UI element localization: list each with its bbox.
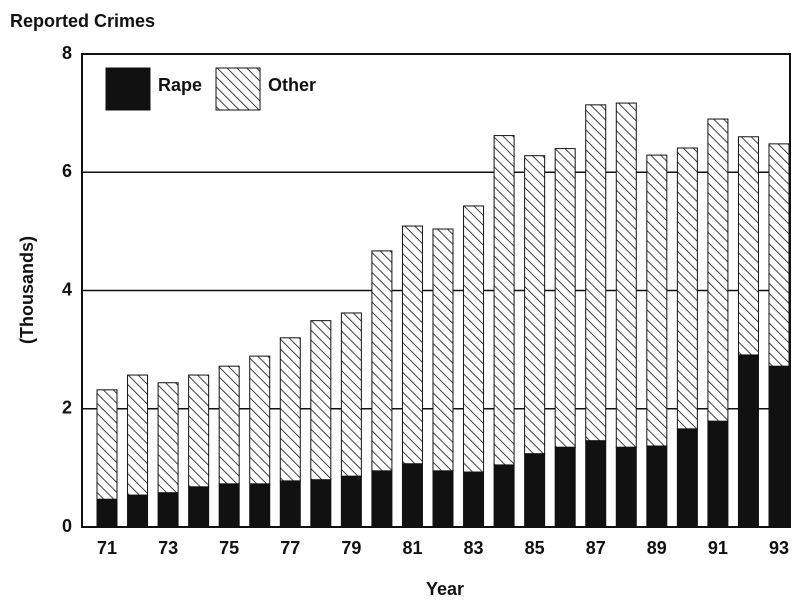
x-tick-label: 73 — [158, 538, 178, 558]
bar-segment — [401, 225, 423, 465]
y-tick-label: 6 — [62, 161, 72, 181]
bar-segment — [249, 483, 271, 528]
bar-segment — [188, 486, 210, 528]
bar-segment — [188, 374, 210, 488]
bar-segment — [737, 136, 759, 356]
bar-segment — [279, 337, 301, 482]
bar-segment — [585, 440, 607, 528]
bar-segment — [127, 374, 149, 496]
bar-segment — [554, 446, 576, 528]
bar-segment — [157, 492, 179, 528]
bar-segment — [279, 480, 301, 528]
bar-segment — [463, 471, 485, 528]
y-tick-label: 0 — [62, 516, 72, 536]
y-tick-label: 2 — [62, 398, 72, 418]
x-axis-label: Year — [426, 579, 464, 599]
x-tick-label: 71 — [97, 538, 117, 558]
bar-segment — [340, 312, 362, 477]
plot-frame — [81, 53, 791, 528]
legend-swatch — [105, 67, 151, 111]
bar-segment — [585, 104, 607, 442]
bar-segment — [493, 135, 515, 466]
bar-segment — [524, 155, 546, 455]
x-tick-label: 79 — [341, 538, 361, 558]
x-tick-label: 91 — [708, 538, 728, 558]
bar-segment — [768, 365, 790, 528]
bar-segment — [310, 479, 332, 528]
bar-segment — [249, 355, 271, 485]
bar-segment — [96, 498, 118, 528]
x-tick-label: 83 — [464, 538, 484, 558]
x-tick-label: 75 — [219, 538, 239, 558]
bar-segment — [707, 420, 729, 528]
chart-title: Reported Crimes — [10, 11, 155, 31]
bar-segment — [96, 389, 118, 500]
x-tick-label: 93 — [769, 538, 789, 558]
y-axis-label: (Thousands) — [17, 236, 37, 344]
bar-segment — [463, 205, 485, 473]
bar-segment — [554, 148, 576, 448]
bar-segment — [676, 147, 698, 430]
bar-segment — [737, 354, 759, 528]
bar-segment — [432, 228, 454, 472]
bar-segment — [127, 494, 149, 528]
bar-segment — [646, 154, 668, 447]
x-tick-label: 89 — [647, 538, 667, 558]
bar-segment — [615, 446, 637, 528]
x-tick-label: 85 — [525, 538, 545, 558]
bar-segment — [157, 382, 179, 494]
bar-segment — [218, 483, 240, 528]
bar-segment — [371, 470, 393, 528]
y-tick-label: 4 — [62, 279, 72, 299]
bar-segment — [768, 143, 790, 367]
bar-segment — [401, 463, 423, 528]
bar-segment — [371, 250, 393, 472]
bar-segment — [524, 453, 546, 528]
x-tick-label: 77 — [280, 538, 300, 558]
legend-swatch — [215, 67, 261, 111]
bar-segment — [646, 445, 668, 528]
bar-segment — [707, 118, 729, 422]
bar-segment — [340, 475, 362, 528]
bar-segment — [218, 365, 240, 485]
bar-segment — [615, 102, 637, 448]
bar-segment — [432, 470, 454, 528]
legend-label: Rape — [158, 75, 202, 95]
x-tick-label: 81 — [402, 538, 422, 558]
x-tick-label: 87 — [586, 538, 606, 558]
bar-segment — [310, 320, 332, 481]
bar-segment — [676, 428, 698, 528]
y-tick-label: 8 — [62, 43, 72, 63]
legend-label: Other — [268, 75, 316, 95]
bar-segment — [493, 464, 515, 528]
